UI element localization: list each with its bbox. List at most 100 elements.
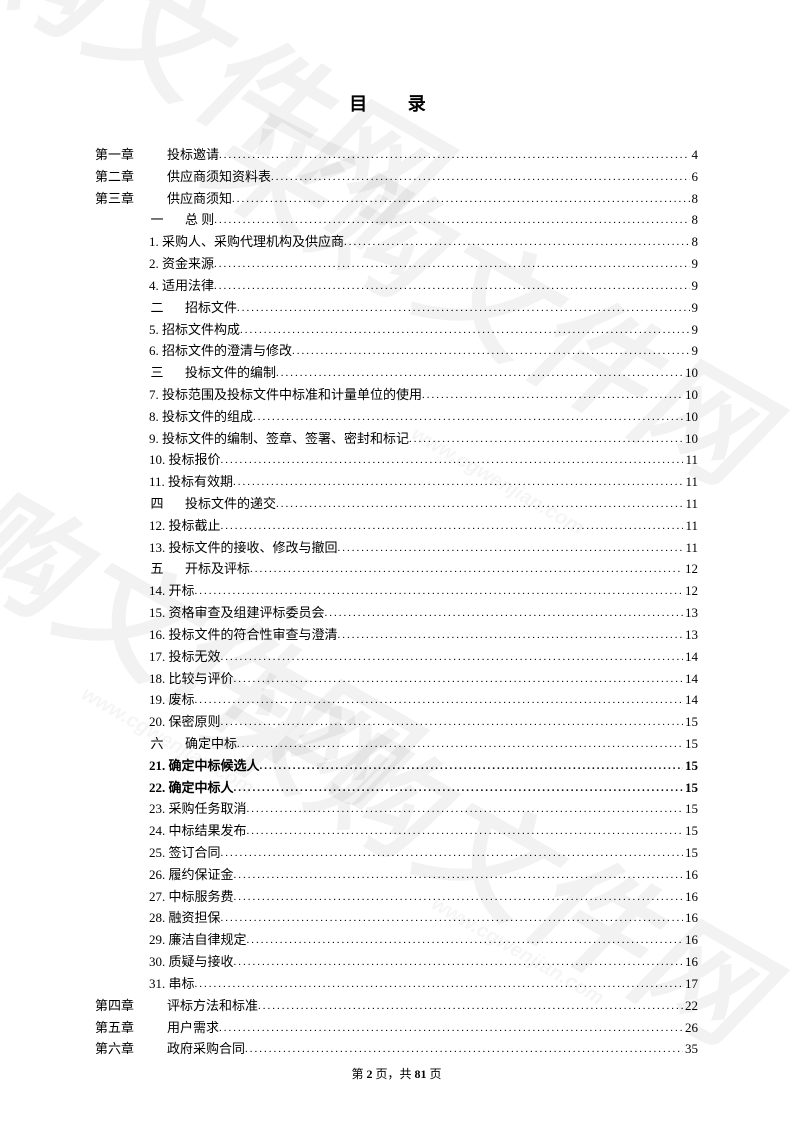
toc-entry: 20. 保密原则 15 [95, 711, 698, 733]
toc-entry-label: 7. 投标范围及投标文件中标准和计量单位的使用 [149, 384, 422, 405]
toc-entry: 第四章评标方法和标准 22 [95, 995, 698, 1017]
toc-entry-page: 15 [683, 711, 698, 732]
toc-leader-dots [221, 649, 683, 667]
toc-entry-page: 14 [683, 689, 698, 710]
toc-leader-dots [195, 692, 683, 710]
toc-entry-label: 20. 保密原则 [149, 711, 221, 732]
toc-entry: 24. 中标结果发布15 [95, 820, 698, 842]
toc-leader-dots [221, 452, 684, 470]
toc-leader-dots [219, 1020, 683, 1038]
toc-entry-page: 15 [683, 755, 698, 776]
footer-suffix: 页 [427, 1067, 442, 1081]
toc-entry-page: 9 [690, 275, 699, 296]
toc-entry-text: 投标文件的递交 [185, 496, 276, 511]
toc-leader-dots [195, 583, 683, 601]
toc-entry-label: 13. 投标文件的接收、修改与撤回 [149, 537, 338, 558]
toc-leader-dots [292, 343, 689, 361]
toc-entry-page: 15 [683, 777, 698, 798]
toc-entry-page: 16 [683, 886, 698, 907]
toc-entry-text: 投标文件的编制 [185, 365, 276, 380]
toc-entry-label: 10. 投标报价 [149, 449, 221, 470]
toc-entry: 28. 融资担保16 [95, 907, 698, 929]
toc-entry: 1. 采购人、采购代理机构及供应商 8 [95, 231, 698, 253]
toc-entry-page: 10 [683, 428, 698, 449]
toc-entry-label: 第三章供应商须知 [95, 188, 232, 209]
toc-leader-dots [234, 780, 683, 798]
toc-leader-dots [237, 736, 683, 754]
toc-entry: 16. 投标文件的符合性审查与澄清13 [95, 624, 698, 646]
toc-entry: 第一章投标邀请4 [95, 144, 698, 166]
toc-entry-page: 9 [690, 253, 699, 274]
toc-entry-label: 18. 比较与评价 [149, 668, 234, 689]
toc-leader-dots [338, 540, 684, 558]
toc-entry-text: 政府采购合同 [167, 1041, 245, 1056]
toc-leader-dots [214, 278, 689, 296]
toc-entry: 18. 比较与评价14 [95, 668, 698, 690]
toc-leader-dots [276, 496, 683, 514]
toc-entry-label: 14. 开标 [149, 580, 195, 601]
toc-entry-label: 24. 中标结果发布 [149, 820, 247, 841]
toc-entry-page: 9 [690, 340, 699, 361]
toc-leader-dots [221, 845, 683, 863]
toc-entry-text: 开标及评标 [185, 561, 250, 576]
toc-entry-text: 确定中标 [185, 736, 237, 751]
toc-entry-page: 8 [690, 188, 699, 209]
toc-entry: 五开标及评标 12 [95, 558, 698, 580]
toc-entry-text: 投标邀请 [167, 147, 219, 162]
toc-entry-page: 12 [683, 558, 698, 579]
toc-entry: 三投标文件的编制10 [95, 362, 698, 384]
toc-entry-label: 19. 废标 [149, 689, 195, 710]
toc-entry-label: 27. 中标服务费 [149, 886, 234, 907]
toc-leader-dots [245, 1041, 683, 1059]
toc-entry-label: 五开标及评标 [139, 558, 250, 579]
toc-leader-dots [233, 474, 683, 492]
toc-entry: 四投标文件的递交11 [95, 493, 698, 515]
toc-leader-dots [221, 518, 684, 536]
toc-entry-label: 三投标文件的编制 [139, 362, 276, 383]
toc-leader-dots [253, 409, 683, 427]
toc-entry-page: 13 [683, 602, 698, 623]
toc-entry-page: 15 [683, 798, 698, 819]
toc-section-prefix: 四 [139, 493, 175, 514]
toc-entry-page: 4 [690, 144, 699, 165]
toc-entry-label: 第四章评标方法和标准 [95, 995, 258, 1016]
toc-entry-label: 1. 采购人、采购代理机构及供应商 [149, 231, 344, 252]
toc-entry: 9. 投标文件的编制、签章、签署、密封和标记 10 [95, 428, 698, 450]
toc-entry: 27. 中标服务费 16 [95, 886, 698, 908]
toc-leader-dots [250, 561, 683, 579]
toc-entry-page: 11 [683, 449, 698, 470]
toc-entry-label: 6. 招标文件的澄清与修改 [149, 340, 292, 361]
toc-entry-label: 第六章政府采购合同 [95, 1038, 245, 1059]
footer-total: 81 [415, 1067, 427, 1081]
toc-leader-dots [234, 889, 683, 907]
toc-entry-text: 总 则 [185, 212, 214, 227]
toc-entry: 23. 采购任务取消15 [95, 798, 698, 820]
toc-entry: 29. 廉洁自律规定16 [95, 929, 698, 951]
toc-entry-label: 9. 投标文件的编制、签章、签署、密封和标记 [149, 428, 409, 449]
toc-chapter-prefix: 第三章 [95, 188, 167, 209]
toc-entry-text: 供应商须知 [167, 191, 232, 206]
toc-entry-label: 17. 投标无效 [149, 646, 221, 667]
toc-chapter-prefix: 第五章 [95, 1017, 167, 1038]
toc-leader-dots [221, 714, 683, 732]
toc-entry: 5. 招标文件构成9 [95, 319, 698, 341]
toc-entry: 15. 资格审查及组建评标委员会13 [95, 602, 698, 624]
toc-entry-page: 22 [683, 995, 698, 1016]
toc-entry-label: 第五章用户需求 [95, 1017, 219, 1038]
toc-entry: 6. 招标文件的澄清与修改 9 [95, 340, 698, 362]
toc-entry-page: 12 [683, 580, 698, 601]
toc-entry-page: 14 [683, 646, 698, 667]
toc-section-prefix: 二 [139, 297, 175, 318]
toc-entry: 19. 废标 14 [95, 689, 698, 711]
toc-entry-page: 9 [690, 297, 699, 318]
toc-leader-dots [271, 169, 689, 187]
toc-leader-dots [237, 300, 689, 318]
toc-entry: 10. 投标报价 11 [95, 449, 698, 471]
toc-entry: 31. 串标17 [95, 973, 698, 995]
toc-entry: 22. 确定中标人15 [95, 777, 698, 799]
toc-entry-page: 15 [683, 733, 698, 754]
toc-entry-page: 8 [690, 231, 699, 252]
toc-entry: 2. 资金来源9 [95, 253, 698, 275]
toc-entry: 17. 投标无效 14 [95, 646, 698, 668]
page-content: 目 录 第一章投标邀请4第二章供应商须知资料表6第三章供应商须知8一总 则81.… [95, 90, 698, 1060]
